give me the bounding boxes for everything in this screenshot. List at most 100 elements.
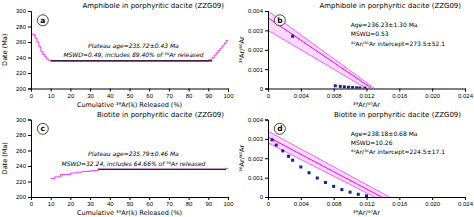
tick-label: 0.003 <box>248 136 264 142</box>
tick-mark <box>28 42 31 43</box>
tick-mark <box>130 197 131 200</box>
tick-label: 10 <box>48 201 55 207</box>
tick: 300 <box>16 8 31 14</box>
step-riser <box>42 51 43 54</box>
tick-label: 70 <box>166 93 173 99</box>
tick-label: 100 <box>223 201 234 207</box>
tick-mark <box>265 69 268 70</box>
tick: 0.024 <box>458 197 474 207</box>
axis-line <box>28 120 32 198</box>
step-riser <box>226 40 227 43</box>
tick-label: 0.004 <box>294 93 310 99</box>
tick-label: 20 <box>68 201 75 207</box>
data-point <box>365 194 368 197</box>
tick-label: 240 <box>16 163 27 169</box>
tick: 0.016 <box>392 89 408 99</box>
tick-mark <box>367 89 368 92</box>
data-point <box>340 188 343 191</box>
panel-label: b <box>277 16 283 25</box>
step-riser <box>76 172 77 174</box>
tick: 10 <box>48 89 55 99</box>
tick-mark <box>28 197 31 198</box>
tick: 80 <box>186 89 193 99</box>
tick: 0 <box>30 197 34 207</box>
tick-mark <box>28 73 31 74</box>
annotation: ⁴⁰Ar/³⁶Ar intercept=224.5±17.1 <box>351 148 445 156</box>
tick-label: 0.012 <box>359 93 375 99</box>
step-riser <box>212 58 213 60</box>
tick-label: 30 <box>87 201 94 207</box>
data-point <box>357 193 360 196</box>
step-riser <box>210 59 211 61</box>
title: Biotite in porphyritic dacite (ZZG09) <box>97 111 224 119</box>
y-axis-title: ³⁶Ar/⁴⁰Ar <box>238 145 246 172</box>
data-point <box>355 86 358 88</box>
plateau-line <box>98 169 226 170</box>
step <box>82 171 90 172</box>
tick-mark <box>70 197 71 200</box>
tick: 60 <box>146 89 153 99</box>
step <box>208 59 210 60</box>
tick: 240 <box>16 55 31 61</box>
tick: 0.001 <box>248 67 268 73</box>
tick-label: 200 <box>16 86 27 92</box>
tick-label: 40 <box>107 93 114 99</box>
tick-label: 0 <box>267 93 271 99</box>
panel: 0102030405060708090100200220240260280300… <box>1 2 234 109</box>
tick: 260 <box>16 39 31 45</box>
tick-mark <box>465 197 466 200</box>
annotation: ⁴⁰Ar/³⁶Ar intercept=273.5±52.1 <box>351 40 445 48</box>
tick-mark <box>208 89 209 92</box>
tick: 0 <box>267 89 271 99</box>
tick-mark <box>465 89 466 92</box>
x-axis-title: Cumulative ³⁹Ar(k) Released (%) <box>77 209 182 217</box>
x-axis-title: Cumulative ³⁹Ar(k) Released (%) <box>77 101 182 109</box>
tick: 80 <box>186 197 193 207</box>
tick-mark <box>265 89 268 90</box>
tick: 50 <box>127 89 134 99</box>
tick: 30 <box>87 197 94 207</box>
data-point <box>299 165 302 168</box>
tick-mark <box>367 197 368 200</box>
y-axis: 200220240260280300 <box>16 8 32 92</box>
tick-label: 220 <box>16 179 27 185</box>
tick-mark <box>228 197 229 200</box>
axis-line <box>28 12 32 90</box>
tick: 220 <box>16 179 31 185</box>
data-point <box>287 155 290 158</box>
tick-label: 0.004 <box>248 8 264 14</box>
tick-mark <box>432 197 433 200</box>
tick-label: 50 <box>127 201 134 207</box>
tick-mark <box>265 30 268 31</box>
tick-mark <box>28 166 31 167</box>
tick-mark <box>265 158 268 159</box>
tick-label: 60 <box>146 201 153 207</box>
tick-label: 80 <box>186 201 193 207</box>
step-riser <box>54 177 55 179</box>
tick-mark <box>265 197 268 198</box>
tick-mark <box>51 89 52 92</box>
step-riser <box>38 42 39 47</box>
axis-line <box>269 89 466 92</box>
data-point <box>351 86 354 88</box>
data-point <box>334 84 337 87</box>
tick-mark <box>399 197 400 200</box>
panel-label: a <box>40 16 45 25</box>
step-riser <box>216 53 217 55</box>
tick: 0.012 <box>359 197 375 207</box>
tick: 0.004 <box>248 117 268 123</box>
annotation: Plateau age=235.72±0.43 Ma <box>88 42 179 50</box>
title: Amphibole in porphyritic dacite (ZZG09) <box>319 2 461 10</box>
data-point <box>339 85 342 88</box>
step-riser <box>40 47 41 52</box>
step-riser <box>218 51 219 53</box>
step <box>61 174 67 175</box>
tick-mark <box>169 89 170 92</box>
y-axis: 200220240260280300 <box>16 117 32 201</box>
step-riser <box>36 38 37 42</box>
tick: 0.004 <box>294 89 310 99</box>
tick: 0.020 <box>425 197 441 207</box>
tick-label: 0.008 <box>327 201 343 207</box>
tick: 50 <box>127 197 134 207</box>
tick-label: 0 <box>30 201 34 207</box>
